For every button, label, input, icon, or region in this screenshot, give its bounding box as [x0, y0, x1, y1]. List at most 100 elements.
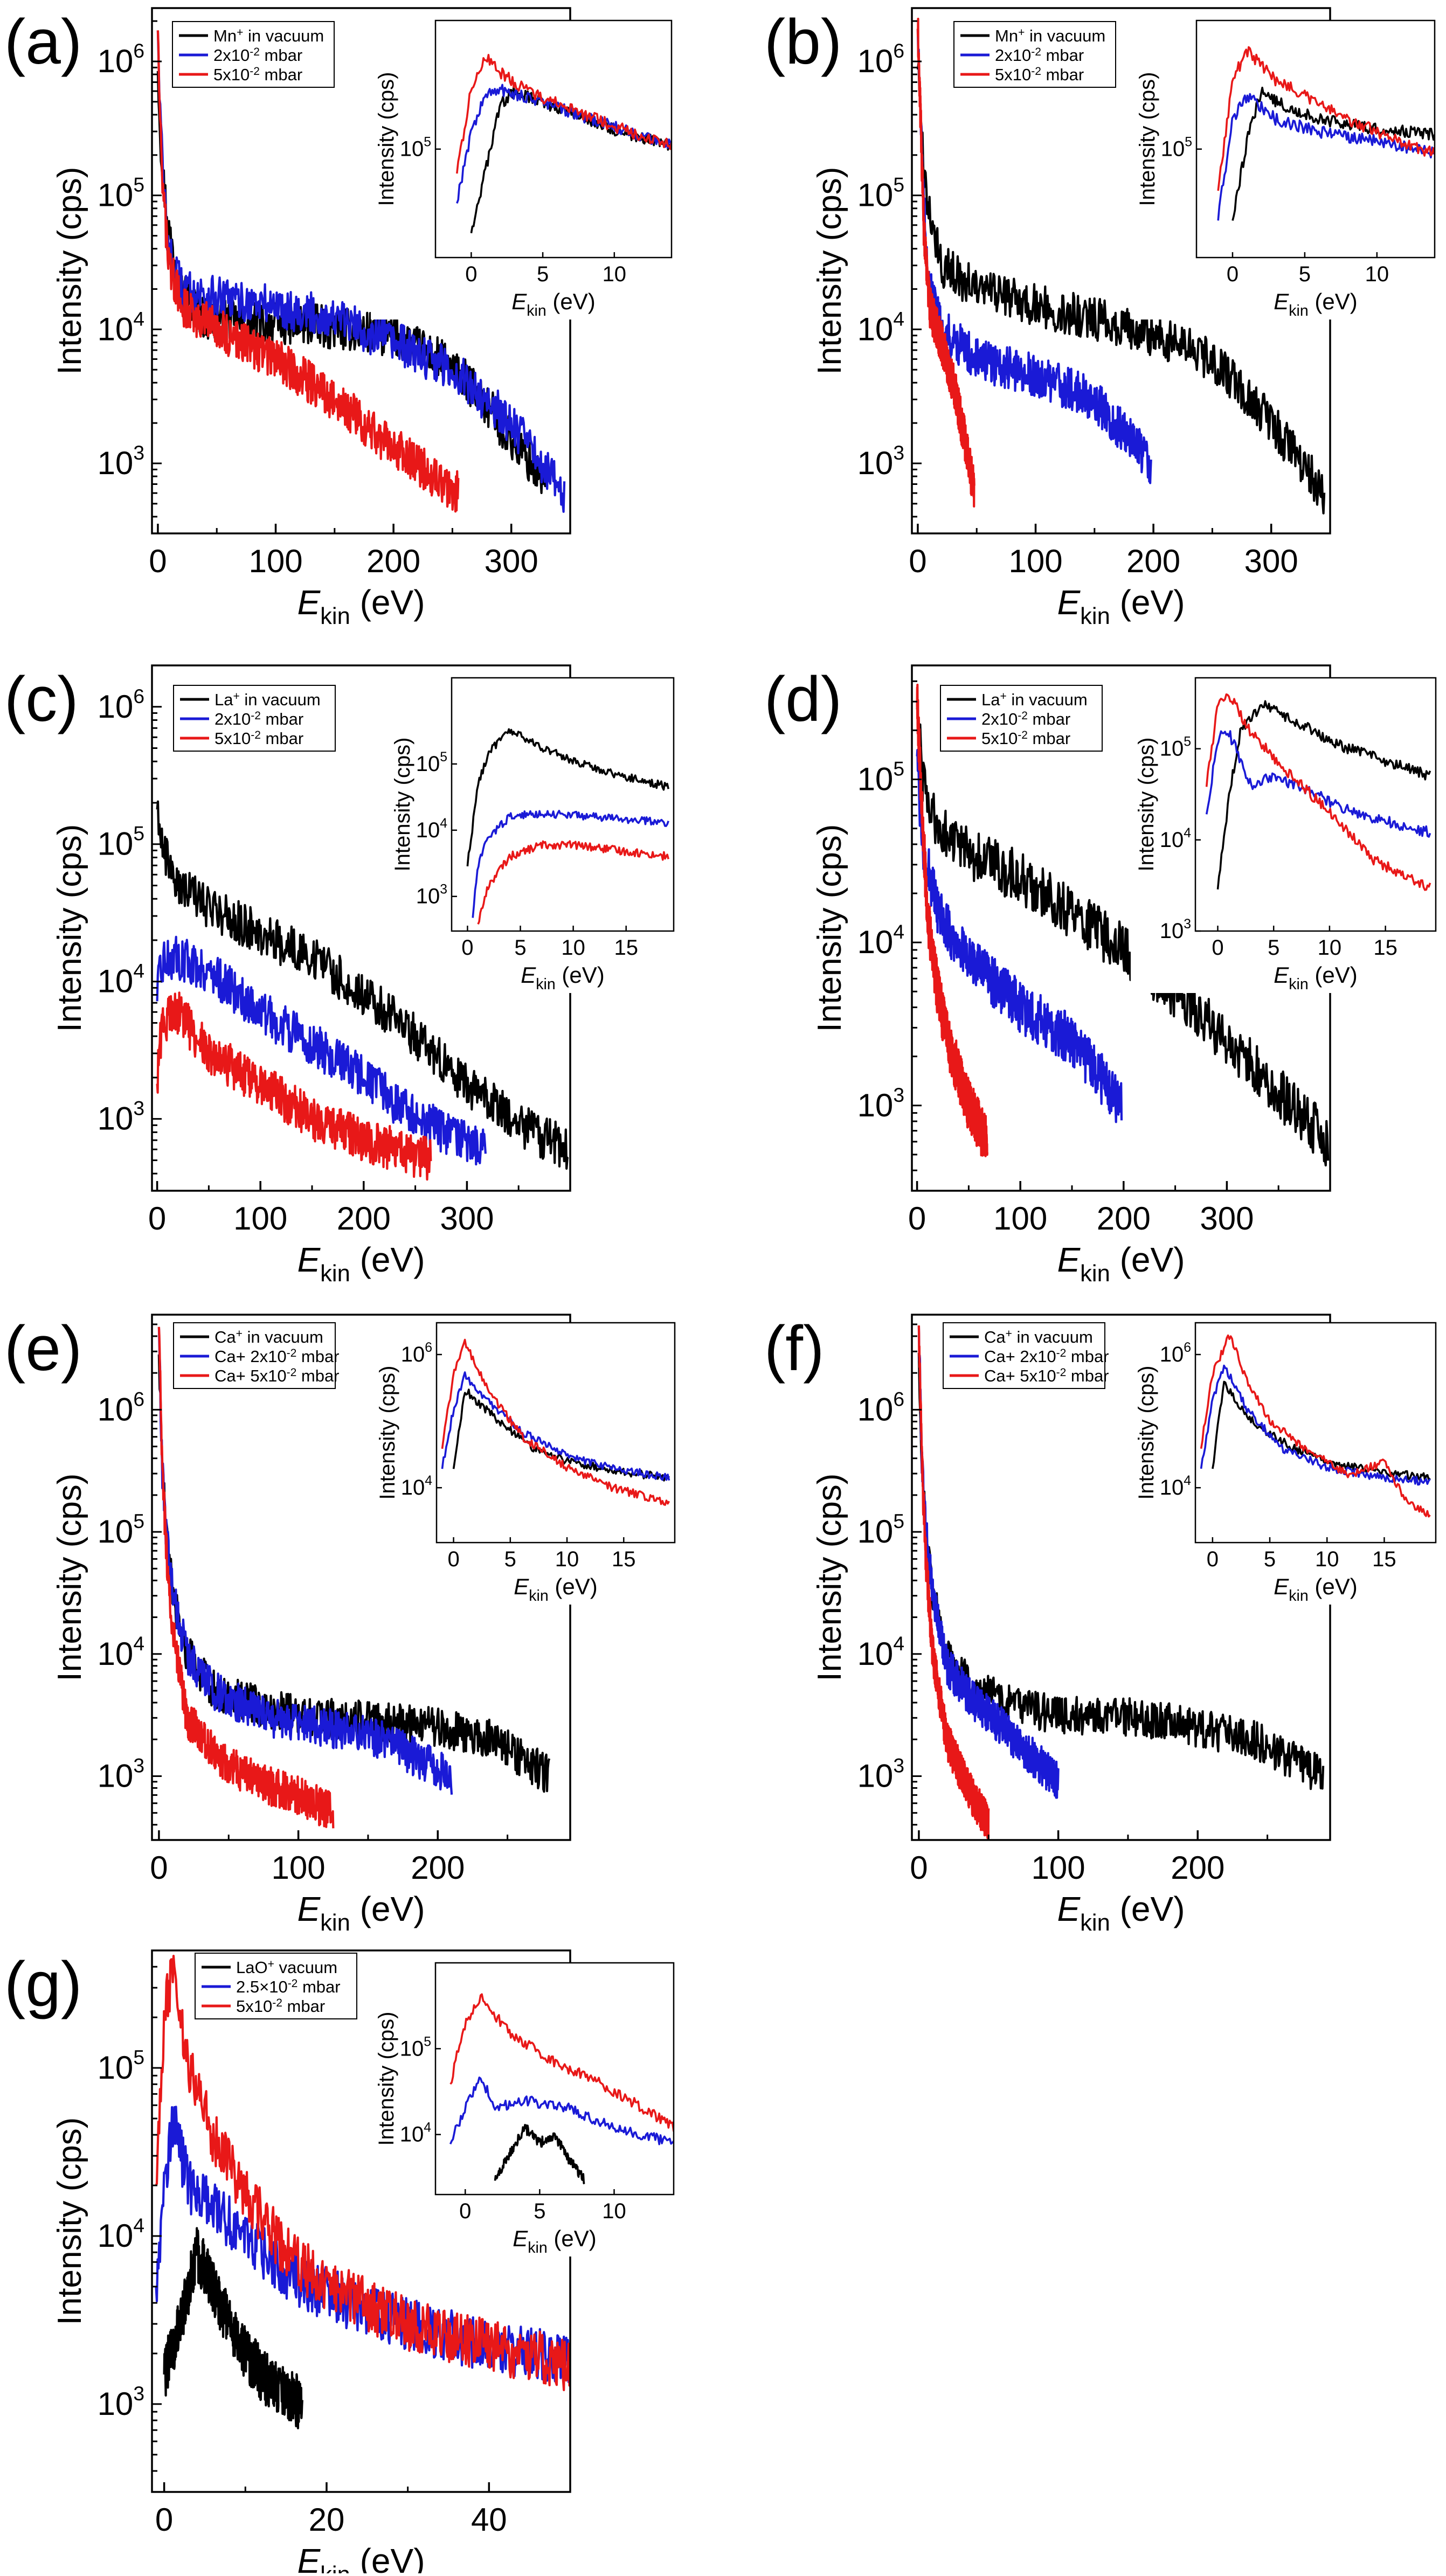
y-tick-label: 104	[857, 920, 904, 960]
inset-y-axis-title: Intensity (cps)	[1134, 738, 1158, 872]
inset-series-line-2	[441, 1338, 670, 1506]
y-tick-label: 105	[98, 173, 144, 213]
y-tick-label: 104	[98, 960, 144, 999]
x-tick-label: 300	[440, 1200, 494, 1237]
inset-chart: 0 5 10 15 104 106 Ekin (eV) Intensity (cps)	[372, 1322, 676, 1605]
inset-series-line-0	[466, 728, 669, 866]
plot-area	[916, 683, 1330, 1167]
inset-x-tick-label: 0	[1227, 262, 1239, 286]
x-tick-label: 300	[485, 543, 538, 579]
inset-x-tick-label: 15	[1372, 1547, 1396, 1571]
inset-x-axis-title: Ekin (eV)	[511, 289, 596, 320]
inset-y-tick-label: 105	[400, 135, 431, 161]
y-tick-label: 105	[98, 822, 144, 862]
inset-x-tick-label: 5	[534, 2199, 545, 2223]
inset-x-axis-title: Ekin (eV)	[513, 2226, 597, 2256]
inset-series-line-0	[1231, 86, 1435, 221]
legend-label: Ca+ 2x10-2 mbar	[984, 1347, 1109, 1366]
inset-background	[371, 20, 672, 320]
y-tick-label: 106	[98, 39, 144, 79]
inset-series-line-2	[456, 54, 672, 174]
inset-x-tick-label: 0	[447, 1547, 459, 1571]
inset-x-axis-title: Ekin (eV)	[1274, 289, 1358, 320]
y-tick-label: 103	[98, 1097, 144, 1137]
inset-x-axis-title: Ekin (eV)	[521, 962, 605, 993]
inset-series-line-1	[456, 84, 672, 204]
panel-letter: (d)	[764, 664, 842, 735]
inset-series-line-2	[1205, 693, 1431, 891]
inset-chart: 0 5 10 104 105 Ekin (eV) Intensity (cps)	[371, 1962, 675, 2256]
inset-chart: 0 5 10 105 Ekin (eV) Intensity (cps)	[371, 19, 673, 320]
inset-y-tick-label: 104	[1160, 826, 1192, 852]
inset-frame	[1194, 677, 1437, 932]
x-tick-label: 0	[910, 1850, 928, 1886]
x-tick-label: 100	[1032, 1850, 1085, 1886]
inset-x-tick-label: 5	[514, 936, 526, 960]
y-axis-title: Intensity (cps)	[51, 1474, 88, 1682]
series-line-1	[157, 1327, 453, 1795]
x-tick-label: 100	[1008, 543, 1062, 579]
inset-background	[1132, 20, 1435, 320]
y-tick-label: 104	[98, 2214, 144, 2254]
legend-label: 5x10-2 mbar	[981, 729, 1070, 748]
inset-y-tick-label: 103	[1160, 917, 1191, 943]
y-tick-label: 105	[857, 1510, 904, 1550]
inset-background	[372, 1323, 675, 1605]
inset-chart: 0 5 10 15 104 106 Ekin (eV) Intensity (cps)	[1131, 1322, 1437, 1605]
series-line-1	[916, 29, 1152, 484]
inset-y-axis-title: Intensity (cps)	[375, 72, 398, 206]
inset-frame	[451, 677, 675, 932]
series-line-1	[916, 748, 1123, 1123]
x-tick-label: 200	[411, 1850, 465, 1886]
y-tick-label: 103	[98, 1754, 144, 1794]
legend-label: 5x10-2 mbar	[995, 65, 1084, 84]
inset-background	[1131, 1323, 1436, 1605]
inset-x-tick-label: 10	[555, 1547, 579, 1571]
inset-series-line-1	[441, 1371, 670, 1481]
x-tick-label: 100	[993, 1200, 1047, 1237]
x-tick-label: 300	[1244, 543, 1298, 579]
y-tick-label: 106	[857, 39, 904, 79]
x-tick-label: 200	[1171, 1850, 1224, 1886]
inset-frame	[435, 1322, 676, 1544]
y-tick-label: 105	[857, 758, 904, 797]
plot-area	[916, 17, 1326, 515]
y-tick-label: 106	[857, 1387, 904, 1427]
x-tick-label: 40	[471, 2502, 507, 2538]
series-line-1	[156, 935, 487, 1166]
inset-x-axis-title: Ekin (eV)	[1274, 962, 1358, 993]
inset-x-tick-label: 5	[1268, 936, 1279, 960]
inset-y-tick-label: 104	[416, 816, 448, 842]
legend-label: 5x10-2 mbar	[236, 1997, 325, 2016]
inset-series-line-2	[1200, 1334, 1431, 1518]
y-tick-label: 105	[98, 1510, 144, 1550]
legend-label: 2x10-2 mbar	[981, 710, 1070, 728]
inset-y-axis-title: Intensity (cps)	[1136, 72, 1159, 206]
series-line-2	[156, 991, 432, 1181]
inset-frame	[434, 19, 673, 259]
chart-panel-g: (g)02040103104105Ekin (eV)Intensity (cps…	[4, 1949, 675, 2576]
y-tick-label: 104	[98, 307, 144, 347]
legend-label: Mn+ in vacuum	[213, 26, 324, 45]
y-axis-title: Intensity (cps)	[51, 824, 88, 1032]
inset-series-line-2	[449, 1993, 674, 2132]
y-tick-label: 105	[857, 173, 904, 213]
x-tick-label: 100	[233, 1200, 287, 1237]
inset-series-line-0	[1212, 1380, 1431, 1482]
inset-frame	[1194, 1322, 1437, 1544]
inset-series-line-1	[449, 2077, 674, 2145]
x-tick-label: 200	[1097, 1200, 1151, 1237]
inset-y-axis-title: Intensity (cps)	[391, 738, 414, 872]
inset-series-line-0	[1216, 700, 1431, 890]
y-tick-label: 103	[98, 2382, 144, 2422]
panel-letter: (e)	[4, 1313, 82, 1384]
inset-y-tick-label: 105	[1160, 735, 1191, 761]
inset-chart: 0 5 10 15 103 104 105 Ekin (eV) Intensity (cps)	[387, 677, 675, 993]
legend-label: 2x10-2 mbar	[213, 46, 302, 65]
inset-series-line-1	[1200, 1364, 1431, 1486]
